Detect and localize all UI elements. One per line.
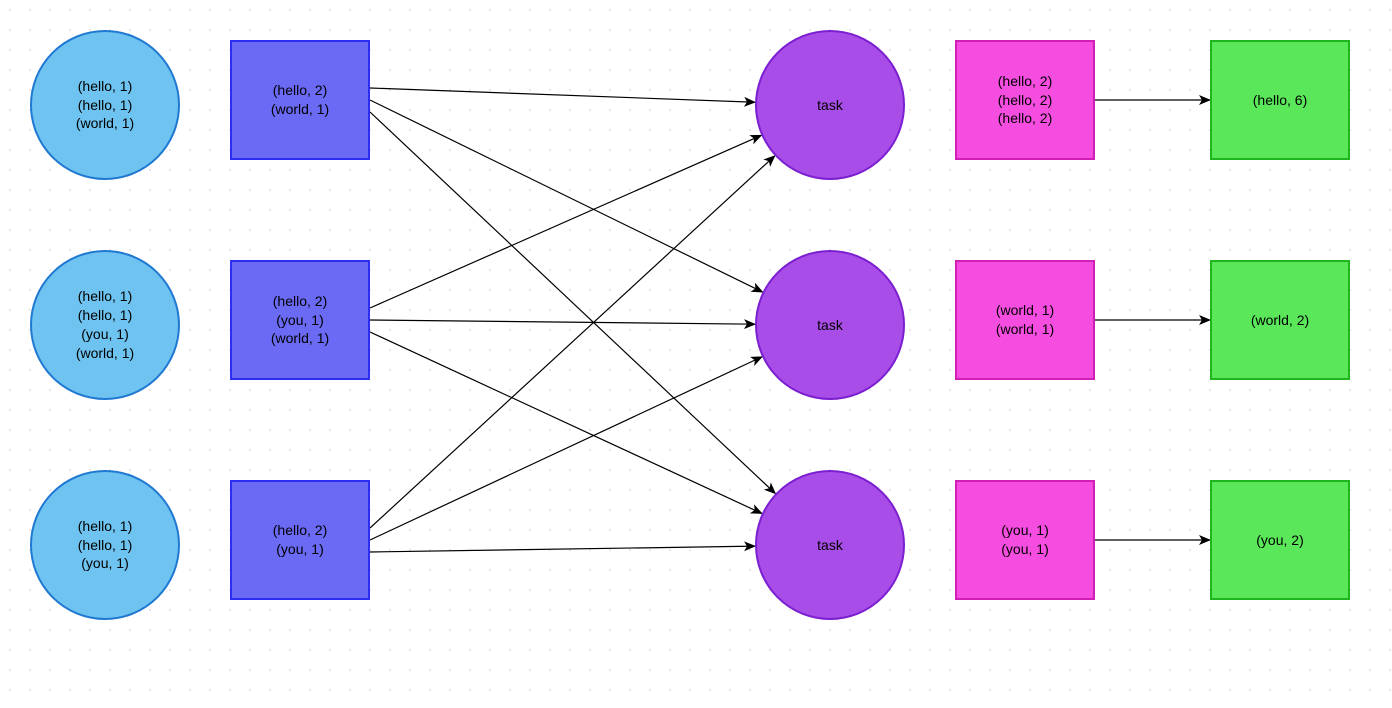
node-gs1: (hello, 6) bbox=[1210, 40, 1350, 160]
node-bc3-line: (hello, 1) bbox=[78, 536, 132, 555]
node-pc1: task bbox=[755, 30, 905, 180]
node-bc2-line: (world, 1) bbox=[76, 344, 134, 363]
node-is3-line: (hello, 2) bbox=[273, 521, 327, 540]
node-bc3-line: (you, 1) bbox=[81, 554, 128, 573]
node-ms3: (you, 1)(you, 1) bbox=[955, 480, 1095, 600]
node-bc2-line: (you, 1) bbox=[81, 325, 128, 344]
node-bc1: (hello, 1)(hello, 1)(world, 1) bbox=[30, 30, 180, 180]
node-is1-line: (hello, 2) bbox=[273, 81, 327, 100]
node-bc2-line: (hello, 1) bbox=[78, 287, 132, 306]
node-is2-line: (hello, 2) bbox=[273, 292, 327, 311]
node-pc2-line: task bbox=[817, 316, 843, 335]
node-pc1-line: task bbox=[817, 96, 843, 115]
node-bc1-line: (world, 1) bbox=[76, 114, 134, 133]
node-is3: (hello, 2)(you, 1) bbox=[230, 480, 370, 600]
node-ms2-line: (world, 1) bbox=[996, 301, 1054, 320]
node-ms1-line: (hello, 2) bbox=[998, 91, 1052, 110]
node-pc3-line: task bbox=[817, 536, 843, 555]
node-is2: (hello, 2)(you, 1)(world, 1) bbox=[230, 260, 370, 380]
node-bc1-line: (hello, 1) bbox=[78, 96, 132, 115]
node-ms2-line: (world, 1) bbox=[996, 320, 1054, 339]
node-is2-line: (you, 1) bbox=[276, 311, 323, 330]
dot-grid-background bbox=[0, 0, 1392, 708]
node-ms1: (hello, 2)(hello, 2)(hello, 2) bbox=[955, 40, 1095, 160]
node-gs3: (you, 2) bbox=[1210, 480, 1350, 600]
diagram-canvas: (hello, 1)(hello, 1)(world, 1)(hello, 1)… bbox=[0, 0, 1392, 708]
node-ms2: (world, 1)(world, 1) bbox=[955, 260, 1095, 380]
node-pc3: task bbox=[755, 470, 905, 620]
node-bc2: (hello, 1)(hello, 1)(you, 1)(world, 1) bbox=[30, 250, 180, 400]
node-bc3: (hello, 1)(hello, 1)(you, 1) bbox=[30, 470, 180, 620]
node-ms3-line: (you, 1) bbox=[1001, 521, 1048, 540]
node-is1-line: (world, 1) bbox=[271, 100, 329, 119]
node-is3-line: (you, 1) bbox=[276, 540, 323, 559]
node-ms1-line: (hello, 2) bbox=[998, 72, 1052, 91]
node-gs1-line: (hello, 6) bbox=[1253, 91, 1307, 110]
node-gs2: (world, 2) bbox=[1210, 260, 1350, 380]
node-bc1-line: (hello, 1) bbox=[78, 77, 132, 96]
node-is1: (hello, 2)(world, 1) bbox=[230, 40, 370, 160]
node-gs3-line: (you, 2) bbox=[1256, 531, 1303, 550]
node-is2-line: (world, 1) bbox=[271, 329, 329, 348]
node-ms1-line: (hello, 2) bbox=[998, 109, 1052, 128]
node-pc2: task bbox=[755, 250, 905, 400]
node-bc3-line: (hello, 1) bbox=[78, 517, 132, 536]
node-gs2-line: (world, 2) bbox=[1251, 311, 1309, 330]
node-bc2-line: (hello, 1) bbox=[78, 306, 132, 325]
node-ms3-line: (you, 1) bbox=[1001, 540, 1048, 559]
